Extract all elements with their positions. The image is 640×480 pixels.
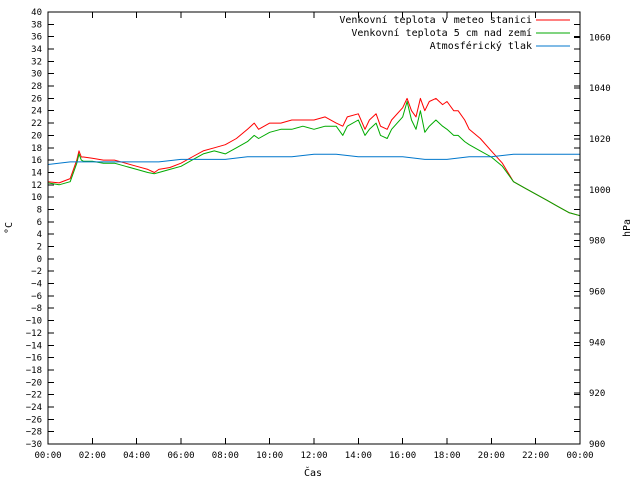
- y-tick-label: 8: [37, 205, 42, 215]
- x-tick-label: 08:00: [212, 451, 239, 461]
- legend-label: Venkovní teplota v meteo stanici: [339, 14, 532, 26]
- y-tick-label: 20: [31, 131, 42, 141]
- y-tick-label: 4: [37, 230, 42, 240]
- y-tick-label: 26: [31, 94, 42, 104]
- x-tick-label: 00:00: [566, 451, 593, 461]
- legend-label: Atmosférický tlak: [430, 40, 532, 52]
- series-line-outdoor-station: [47, 97, 581, 217]
- y2-tick-label: 960: [589, 288, 605, 298]
- legend-entry-pressure: Atmosférický tlak: [430, 40, 570, 52]
- x-tick-label: 22:00: [522, 451, 549, 461]
- y-tick-label: 32: [31, 57, 42, 67]
- x-tick-label: 06:00: [167, 451, 194, 461]
- series-line-pressure: [47, 153, 580, 165]
- y-tick-label: 28: [31, 82, 42, 92]
- y2-axis-label: hPa: [622, 219, 633, 237]
- legend: Venkovní teplota v meteo stanici Venkovn…: [339, 14, 570, 52]
- y-tick-label: −14: [26, 341, 42, 351]
- plot-frame: [47, 11, 581, 445]
- legend-entry-outdoor-station: Venkovní teplota v meteo stanici: [339, 14, 570, 26]
- y-tick-label: 30: [31, 70, 42, 80]
- y-tick-label: 2: [37, 243, 42, 253]
- y-tick-label: −6: [31, 292, 42, 302]
- y-tick-label: 22: [31, 119, 42, 129]
- y-tick-label: −2: [31, 267, 42, 277]
- y-tick-label: 12: [31, 181, 42, 191]
- x-tick-label: 12:00: [300, 451, 327, 461]
- x-tick-label: 02:00: [79, 451, 106, 461]
- x-tick-label: 10:00: [256, 451, 283, 461]
- y-tick-label: −24: [26, 403, 42, 413]
- y2-tick-label: 1020: [589, 135, 611, 145]
- y2-tick-label: 980: [589, 237, 605, 247]
- y-tick-label: 6: [37, 218, 42, 228]
- x-tick-label: 20:00: [478, 451, 505, 461]
- x-tick-label: 16:00: [389, 451, 416, 461]
- axes-layer: [47, 11, 581, 445]
- x-tick-label: 14:00: [345, 451, 372, 461]
- y2-tick-label: 940: [589, 338, 605, 348]
- y2-tick-label: 1000: [589, 186, 611, 196]
- y-tick-label: −28: [26, 428, 42, 438]
- x-tick-label: 00:00: [34, 451, 61, 461]
- y-tick-label: −26: [26, 415, 42, 425]
- y2-tick-label: 1040: [589, 84, 611, 94]
- y-tick-label: 10: [31, 193, 42, 203]
- y-tick-label: 38: [31, 20, 42, 30]
- y2-tick-label: 1060: [589, 33, 611, 43]
- y-axis-label: °C: [4, 222, 15, 234]
- y-tick-label: 16: [31, 156, 42, 166]
- legend-label: Venkovní teplota 5 cm nad zemí: [351, 27, 532, 39]
- series-line-ground-5cm: [47, 101, 581, 217]
- y-tick-label: −16: [26, 354, 42, 364]
- y-tick-label: −8: [31, 304, 42, 314]
- y-tick-label: 40: [31, 8, 42, 18]
- y-tick-label: 34: [31, 45, 42, 55]
- y-tick-label: −30: [26, 440, 42, 450]
- y-tick-label: −18: [26, 366, 42, 376]
- ticks-layer: −30−28−26−24−22−20−18−16−14−12−10−8−6−4−…: [26, 8, 611, 461]
- series-layer: [47, 97, 581, 217]
- x-tick-label: 18:00: [433, 451, 460, 461]
- y-tick-label: 36: [31, 33, 42, 43]
- y-tick-label: −22: [26, 391, 42, 401]
- x-axis-label: Čas: [304, 466, 322, 479]
- y-tick-label: 14: [31, 168, 42, 178]
- y-tick-label: 0: [37, 255, 42, 265]
- y-tick-label: −10: [26, 317, 42, 327]
- y2-tick-label: 920: [589, 389, 605, 399]
- legend-entry-ground-5cm: Venkovní teplota 5 cm nad zemí: [351, 27, 570, 39]
- x-tick-label: 04:00: [123, 451, 150, 461]
- y-tick-label: 18: [31, 144, 42, 154]
- y2-tick-label: 900: [589, 440, 605, 450]
- y-tick-label: −12: [26, 329, 42, 339]
- y-tick-label: −20: [26, 378, 42, 388]
- y-tick-label: 24: [31, 107, 42, 117]
- y-tick-label: −4: [31, 280, 42, 290]
